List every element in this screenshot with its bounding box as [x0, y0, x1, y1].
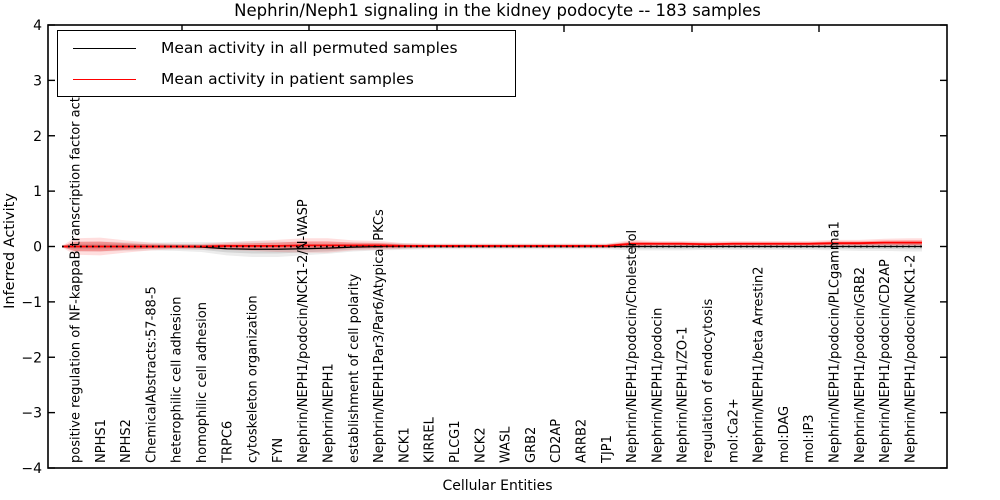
- legend-label-patient: Mean activity in patient samples: [161, 70, 414, 88]
- y-tick-label: −4: [21, 461, 42, 477]
- y-tick-label: −1: [21, 295, 42, 311]
- x-tick-label: Nephrin/NEPH1/podocin/NCK1-2: [903, 255, 918, 463]
- x-tick-label: Nephrin/NEPH1Par3/Par6/Atypical PKCs: [372, 209, 387, 463]
- x-tick-label: ChemicalAbstracts:57-88-5: [144, 286, 159, 463]
- chart-title: Nephrin/Neph1 signaling in the kidney po…: [234, 1, 761, 20]
- legend-line-black-icon: [73, 47, 136, 49]
- y-tick-label: 3: [33, 73, 42, 89]
- y-tick-label: −3: [21, 406, 42, 422]
- x-tick-label: mol:IP3: [802, 414, 817, 463]
- x-tick-label: mol:DAG: [777, 406, 792, 463]
- y-tick-label: −2: [21, 350, 42, 366]
- x-tick-label: GRB2: [524, 427, 539, 463]
- y-tick-label: 2: [33, 129, 42, 145]
- x-tick-label: homophilic cell adhesion: [195, 302, 210, 463]
- y-tick-label: 1: [33, 184, 42, 200]
- x-tick-label: Nephrin/NEPH1/podocin/PLCgamma1: [828, 221, 843, 463]
- x-tick-label: regulation of endocytosis: [701, 298, 716, 463]
- x-tick-label: positive regulation of NF-kappaB transcr…: [69, 69, 84, 463]
- x-tick-label: Nephrin/NEPH1/podocin/CD2AP: [878, 259, 893, 463]
- legend: Mean activity in all permuted samples Me…: [57, 30, 516, 97]
- x-tick-label: KIRREL: [423, 416, 438, 463]
- x-tick-label: NCK1: [397, 427, 412, 463]
- x-tick-label: FYN: [271, 438, 286, 463]
- x-tick-label: cytoskeleton organization: [246, 295, 261, 463]
- x-tick-label: establishment of cell polarity: [347, 274, 362, 463]
- legend-entry-permuted: Mean activity in all permuted samples: [58, 34, 515, 62]
- legend-line-red-icon: [73, 78, 136, 80]
- x-tick-label: Nephrin/NEPH1/beta Arrestin2: [752, 267, 767, 464]
- y-tick-label: 0: [33, 240, 42, 256]
- legend-label-permuted: Mean activity in all permuted samples: [161, 39, 458, 57]
- x-tick-label: Nephrin/NEPH1/ZO-1: [676, 327, 691, 463]
- patient-mean-line: [62, 241, 922, 248]
- x-tick-label: CD2AP: [549, 419, 564, 463]
- x-tick-label: mol:Ca2+: [726, 398, 741, 463]
- x-tick-label: PLCG1: [448, 420, 463, 463]
- x-tick-label: NPHS1: [94, 419, 109, 463]
- x-tick-label: Nephrin/NEPH1/podocin/GRB2: [853, 267, 868, 463]
- x-tick-label: heterophilic cell adhesion: [170, 297, 185, 464]
- x-tick-label: Nephrin/NEPH1/podocin/Cholesterol: [625, 230, 640, 463]
- x-tick-label: Nephrin/NEPH1/podocin: [650, 308, 665, 463]
- x-tick-label: Nephrin/NEPH1/podocin/NCK1-2/N-WASP: [296, 199, 311, 463]
- x-tick-label: ARRB2: [575, 419, 590, 463]
- x-axis-label: Cellular Entities: [442, 478, 553, 494]
- x-tick-label: WASL: [499, 426, 514, 463]
- x-tick-label: NCK2: [473, 427, 488, 463]
- x-tick-label: TRPC6: [220, 421, 235, 464]
- x-tick-label: TJP1: [600, 435, 615, 464]
- x-tick-label: Nephrin/NEPH1: [322, 363, 337, 463]
- y-tick-label: 4: [33, 18, 42, 34]
- legend-entry-patient: Mean activity in patient samples: [58, 65, 515, 93]
- x-tick-label: NPHS2: [119, 419, 134, 463]
